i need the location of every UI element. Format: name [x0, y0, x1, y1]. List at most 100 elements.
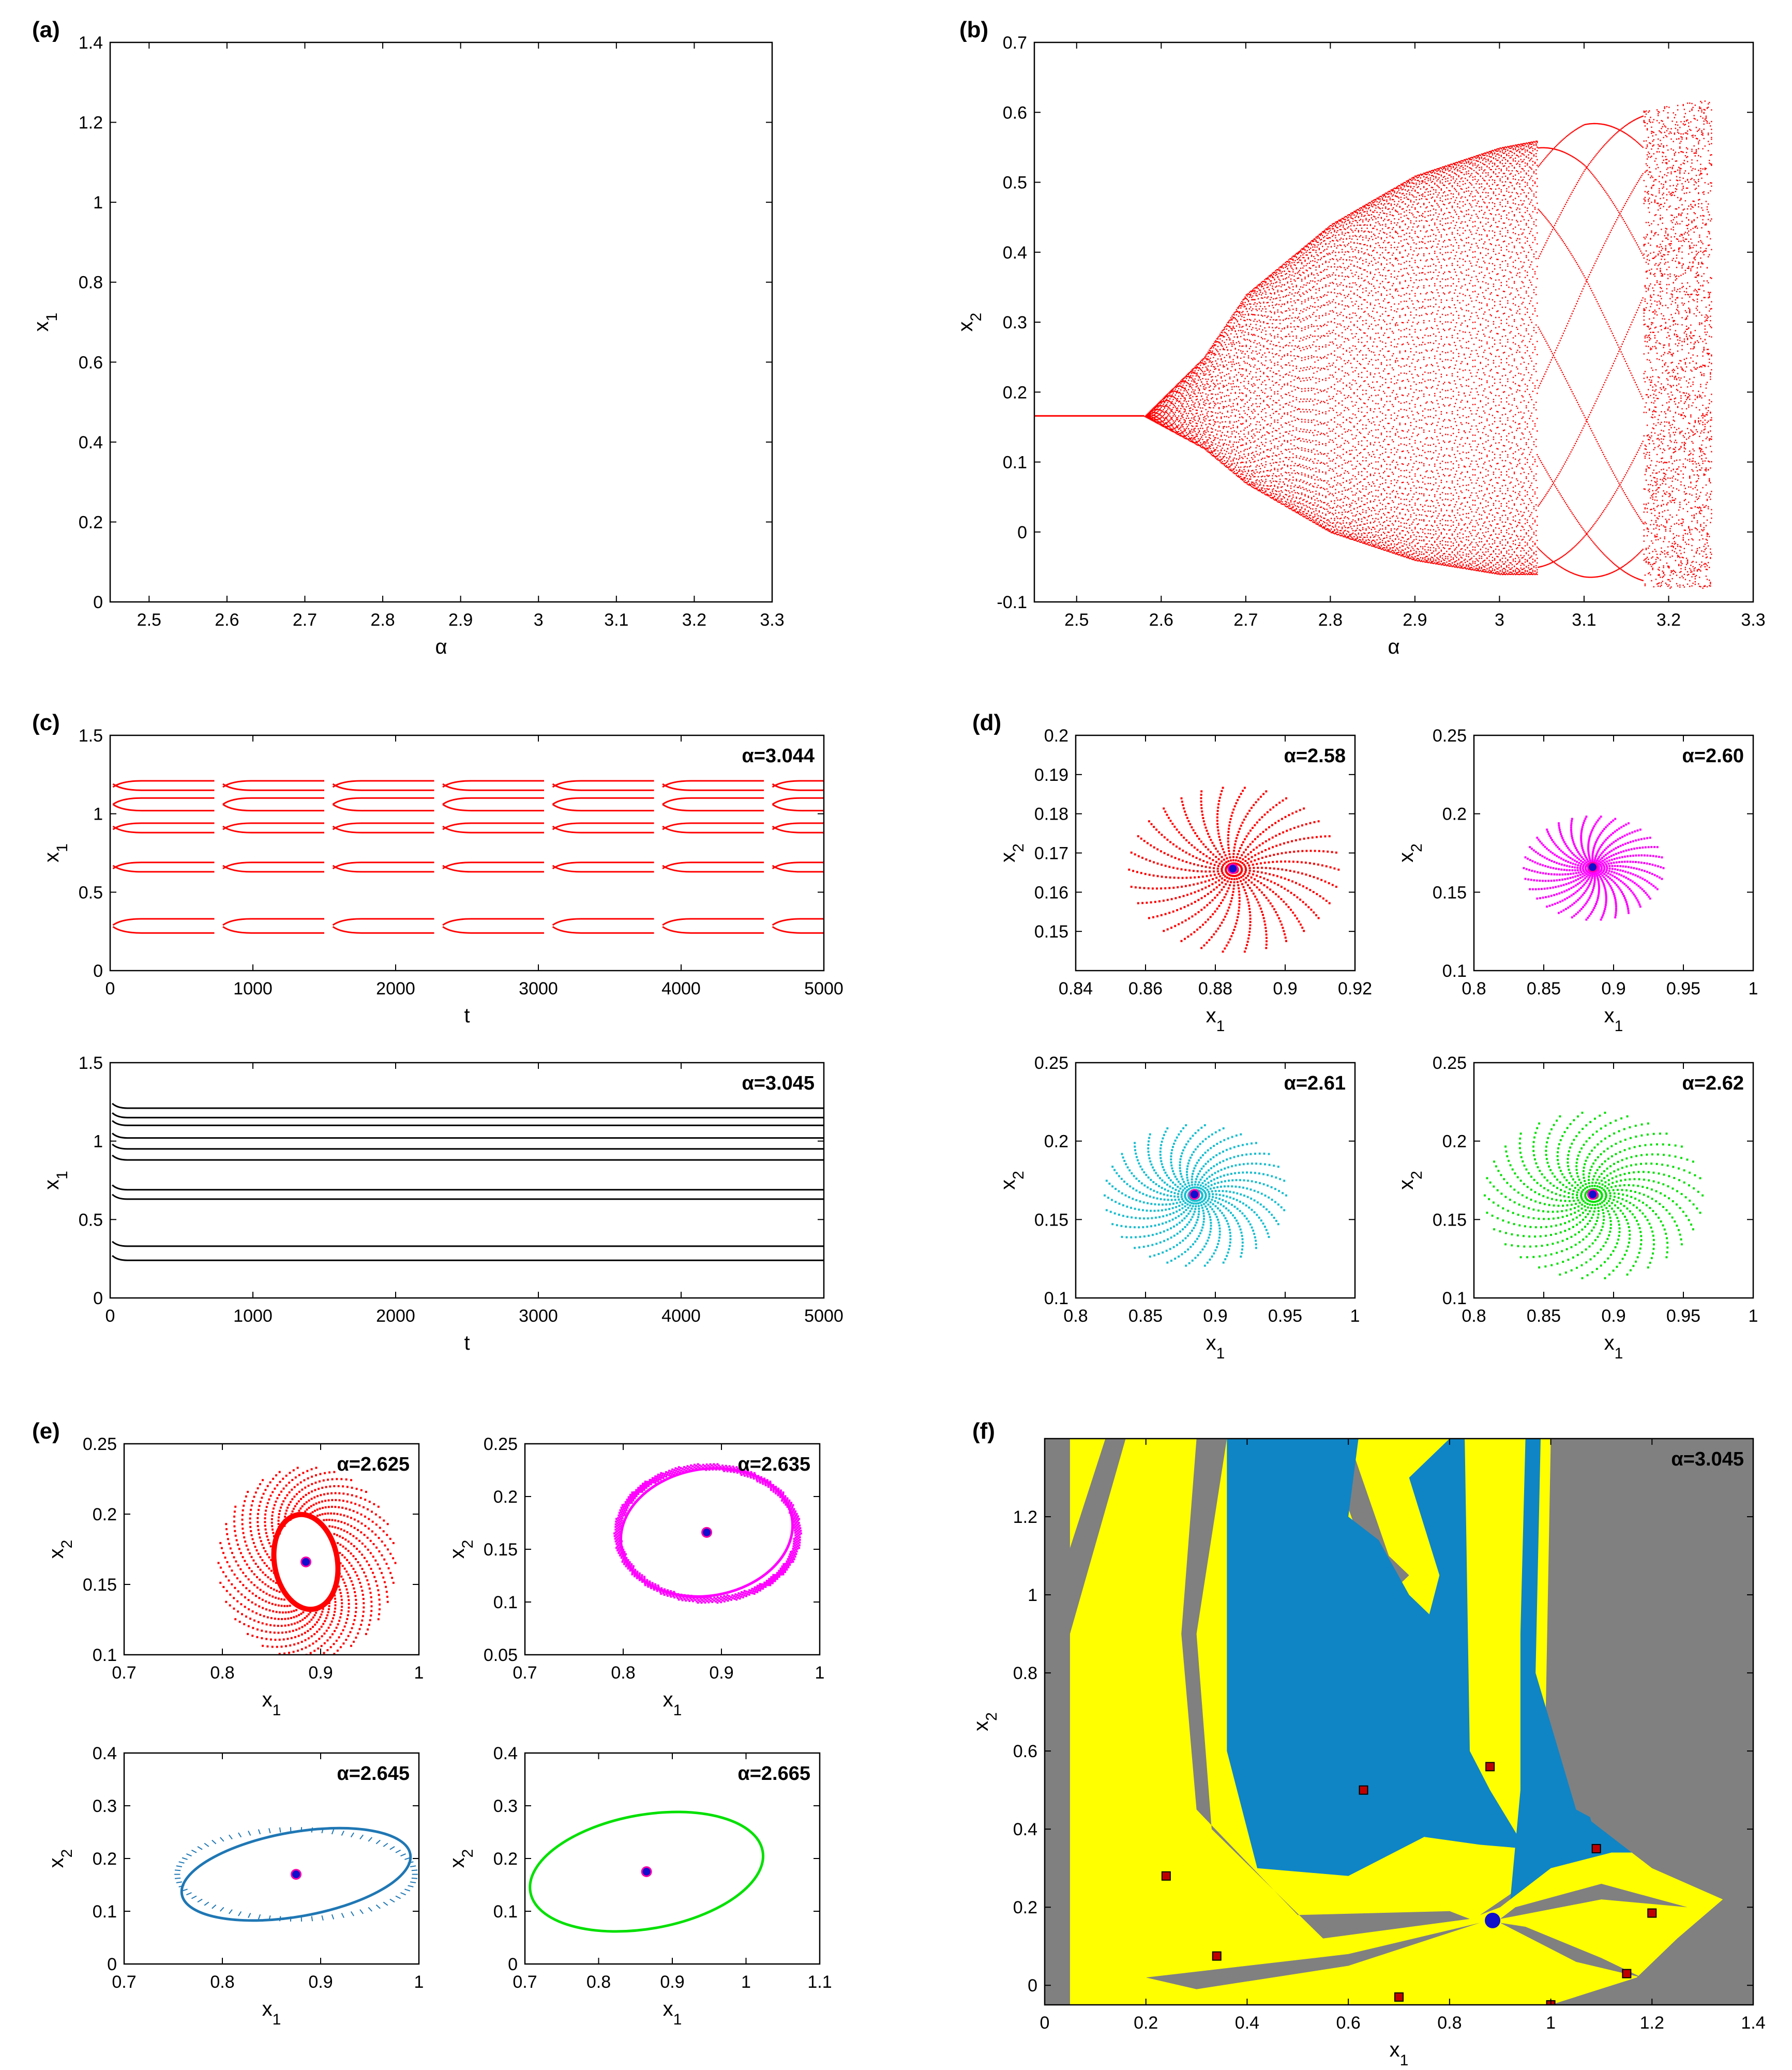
chart-e1: 0.7 0.8 0.9 1 0.1 0.15 0.2 0.25 x1 x2 α=2.625 (e) — [32, 1418, 424, 1719]
plot-area-d1 — [1128, 787, 1340, 953]
chart-d3: 0.8 0.85 0.9 0.95 1 0.1 0.15 0.2 0.25 x1 x2 α=2.61 — [997, 1053, 1360, 1362]
basin-divergent-stripe-5 — [1500, 1923, 1642, 1978]
axes-frame-c1: 0 1000 2000 3000 4000 5000 0 0.5 1 1.5 t x1 α=3.044 (… — [32, 710, 844, 1027]
alpha-annotation: α=2.665 — [737, 1763, 810, 1785]
panel-label: (b) — [959, 17, 988, 42]
plot-area-d4 — [1483, 1111, 1704, 1279]
y-tick-label: 0.25 — [1034, 1053, 1068, 1073]
x-tick-label: 0.92 — [1338, 979, 1372, 999]
axes-box — [1473, 1062, 1754, 1299]
y-tick-label: 0.7 — [1003, 33, 1027, 53]
x-tick-label: 0.9 — [1601, 1306, 1625, 1326]
series-level-1 — [112, 918, 824, 926]
y-axis-label: x2 — [1395, 843, 1425, 863]
x-tick-label: 0.8 — [1462, 1306, 1486, 1326]
y-tick-label: 0.1 — [1044, 1289, 1068, 1308]
y-tick-label: 0 — [1017, 523, 1027, 542]
y-tick-label: 0 — [93, 1289, 103, 1308]
series-level-6 — [112, 1132, 824, 1139]
alpha-annotation: α=2.58 — [1284, 745, 1346, 767]
axes-box — [524, 1752, 821, 1965]
x-tick-label: 1.1 — [807, 1972, 832, 1992]
x-tick-label: 5000 — [804, 1306, 844, 1326]
fixed-point-marker — [701, 1527, 712, 1538]
x-tick-label: 1 — [815, 1663, 825, 1683]
x-axis-label: x1 — [262, 1688, 281, 1719]
plot-area-b — [1034, 100, 1712, 589]
y-tick-label: 0.3 — [1003, 313, 1027, 333]
alpha-annotation: α=3.044 — [742, 745, 815, 767]
y-tick-label: 0.1 — [493, 1902, 518, 1922]
x-tick-label: 0 — [106, 979, 115, 999]
x-tick-label: 0.9 — [709, 1663, 733, 1683]
x-tick-label: 2.8 — [370, 610, 395, 630]
y-tick-label: 0.4 — [1013, 1820, 1037, 1839]
plot-area-f — [1045, 1439, 1753, 2005]
chart-e3: 0.7 0.8 0.9 1 0 0.1 0.2 0.3 0.4 x1 x2 α=2.645 — [45, 1744, 424, 2028]
y-tick-label: 0.4 — [1003, 243, 1027, 263]
x-tick-label: 3.3 — [760, 610, 784, 630]
y-tick-label: 0.5 — [79, 883, 103, 902]
x-tick-label: 3.3 — [1741, 610, 1765, 630]
x-tick-label: 0.86 — [1128, 979, 1163, 999]
y-tick-label: 0.2 — [1013, 1898, 1037, 1917]
basin-divergent-stripe-1 — [1181, 1439, 1470, 1939]
axes-frame-d3: 0.8 0.85 0.9 0.95 1 0.1 0.15 0.2 0.25 x1 x2 α=2.61 — [997, 1053, 1360, 1362]
x-tick-label: 3.1 — [1572, 610, 1596, 630]
series-level-2 — [112, 1193, 824, 1200]
x-tick-label: 2.6 — [215, 610, 239, 630]
x-tick-label: 1 — [741, 1972, 751, 1992]
x-tick-label: 0 — [106, 1306, 115, 1326]
plot-area-c1 — [112, 780, 824, 934]
y-tick-label: 0.2 — [493, 1487, 518, 1507]
bifurcation-points — [212, 111, 734, 601]
x-tick-label: 0.95 — [1666, 1306, 1700, 1326]
x-tick-label: 1.4 — [1741, 2013, 1765, 2033]
panel-label: (e) — [32, 1418, 60, 1444]
x-tick-label: 2.6 — [1149, 610, 1173, 630]
y-axis-label: x2 — [446, 1540, 476, 1559]
y-tick-label: 0.8 — [1013, 1664, 1037, 1683]
x-tick-label: 0.88 — [1198, 979, 1232, 999]
y-tick-label: 0.15 — [1034, 1210, 1068, 1230]
y-tick-label: 0.2 — [1442, 1132, 1467, 1152]
y-tick-label: 0.3 — [493, 1796, 518, 1816]
periodic-orbit-point-0 — [1161, 1871, 1171, 1881]
x-axis-label: x1 — [1206, 1332, 1225, 1362]
x-tick-label: 1000 — [233, 1306, 273, 1326]
y-tick-label: 1.2 — [79, 113, 103, 133]
y-tick-label: 0.1 — [93, 1902, 117, 1922]
y-tick-label: 0.15 — [484, 1540, 518, 1560]
x-axis-label: x1 — [1604, 1332, 1623, 1362]
axes-box — [109, 41, 773, 603]
y-axis-label: x1 — [40, 1171, 71, 1190]
y-tick-label: 0.2 — [1442, 805, 1467, 824]
y-axis-label: x1 — [30, 313, 61, 332]
axes-frame-e4: 0.7 0.8 0.9 1 1.1 0 0.1 0.2 0.3 0.4 x1 x2 α=2.665 — [446, 1744, 832, 2028]
y-axis-label: x1 — [40, 843, 71, 863]
x-tick-label: 2.9 — [448, 610, 473, 630]
y-tick-label: -0.1 — [997, 593, 1027, 612]
series-level-9 — [112, 780, 824, 788]
series-level-7 — [112, 1120, 824, 1126]
y-tick-label: 0.1 — [1442, 1289, 1467, 1308]
chart-c1: 0 1000 2000 3000 4000 5000 0 0.5 1 1.5 t x1 α=3.044 (… — [32, 710, 844, 1027]
x-tick-label: 0.9 — [308, 1972, 333, 1992]
x-axis-label: x1 — [1604, 1004, 1623, 1035]
axes-frame-d2: 0.8 0.85 0.9 0.95 1 0.1 0.15 0.2 0.25 x1 x2 α=2.60 — [1395, 726, 1758, 1035]
chart-d2: 0.8 0.85 0.9 0.95 1 0.1 0.15 0.2 0.25 x1 x2 α=2.60 — [1395, 726, 1758, 1035]
x-tick-label: 1 — [414, 1972, 424, 1992]
x-tick-label: 0.9 — [1203, 1306, 1227, 1326]
axes-box — [123, 1443, 420, 1656]
y-tick-label: 1 — [93, 805, 103, 824]
y-tick-label: 0.19 — [1034, 765, 1068, 785]
trajectory-points — [217, 1467, 397, 1655]
y-tick-label: 0.6 — [1013, 1742, 1037, 1761]
x-tick-label: 3.2 — [1657, 610, 1681, 630]
series-level-0 — [112, 926, 824, 934]
axes-box — [123, 1752, 420, 1965]
y-tick-label: 0.8 — [79, 273, 103, 293]
x-tick-label: 0.2 — [1134, 2013, 1158, 2033]
fixed-point-marker — [291, 1869, 302, 1880]
chart-f: 0 0.2 0.4 0.6 0.8 1 1.2 1.4 0 0.2 0.4 0.6 0.8 1 1.2 x1 x… — [970, 1418, 1766, 2069]
